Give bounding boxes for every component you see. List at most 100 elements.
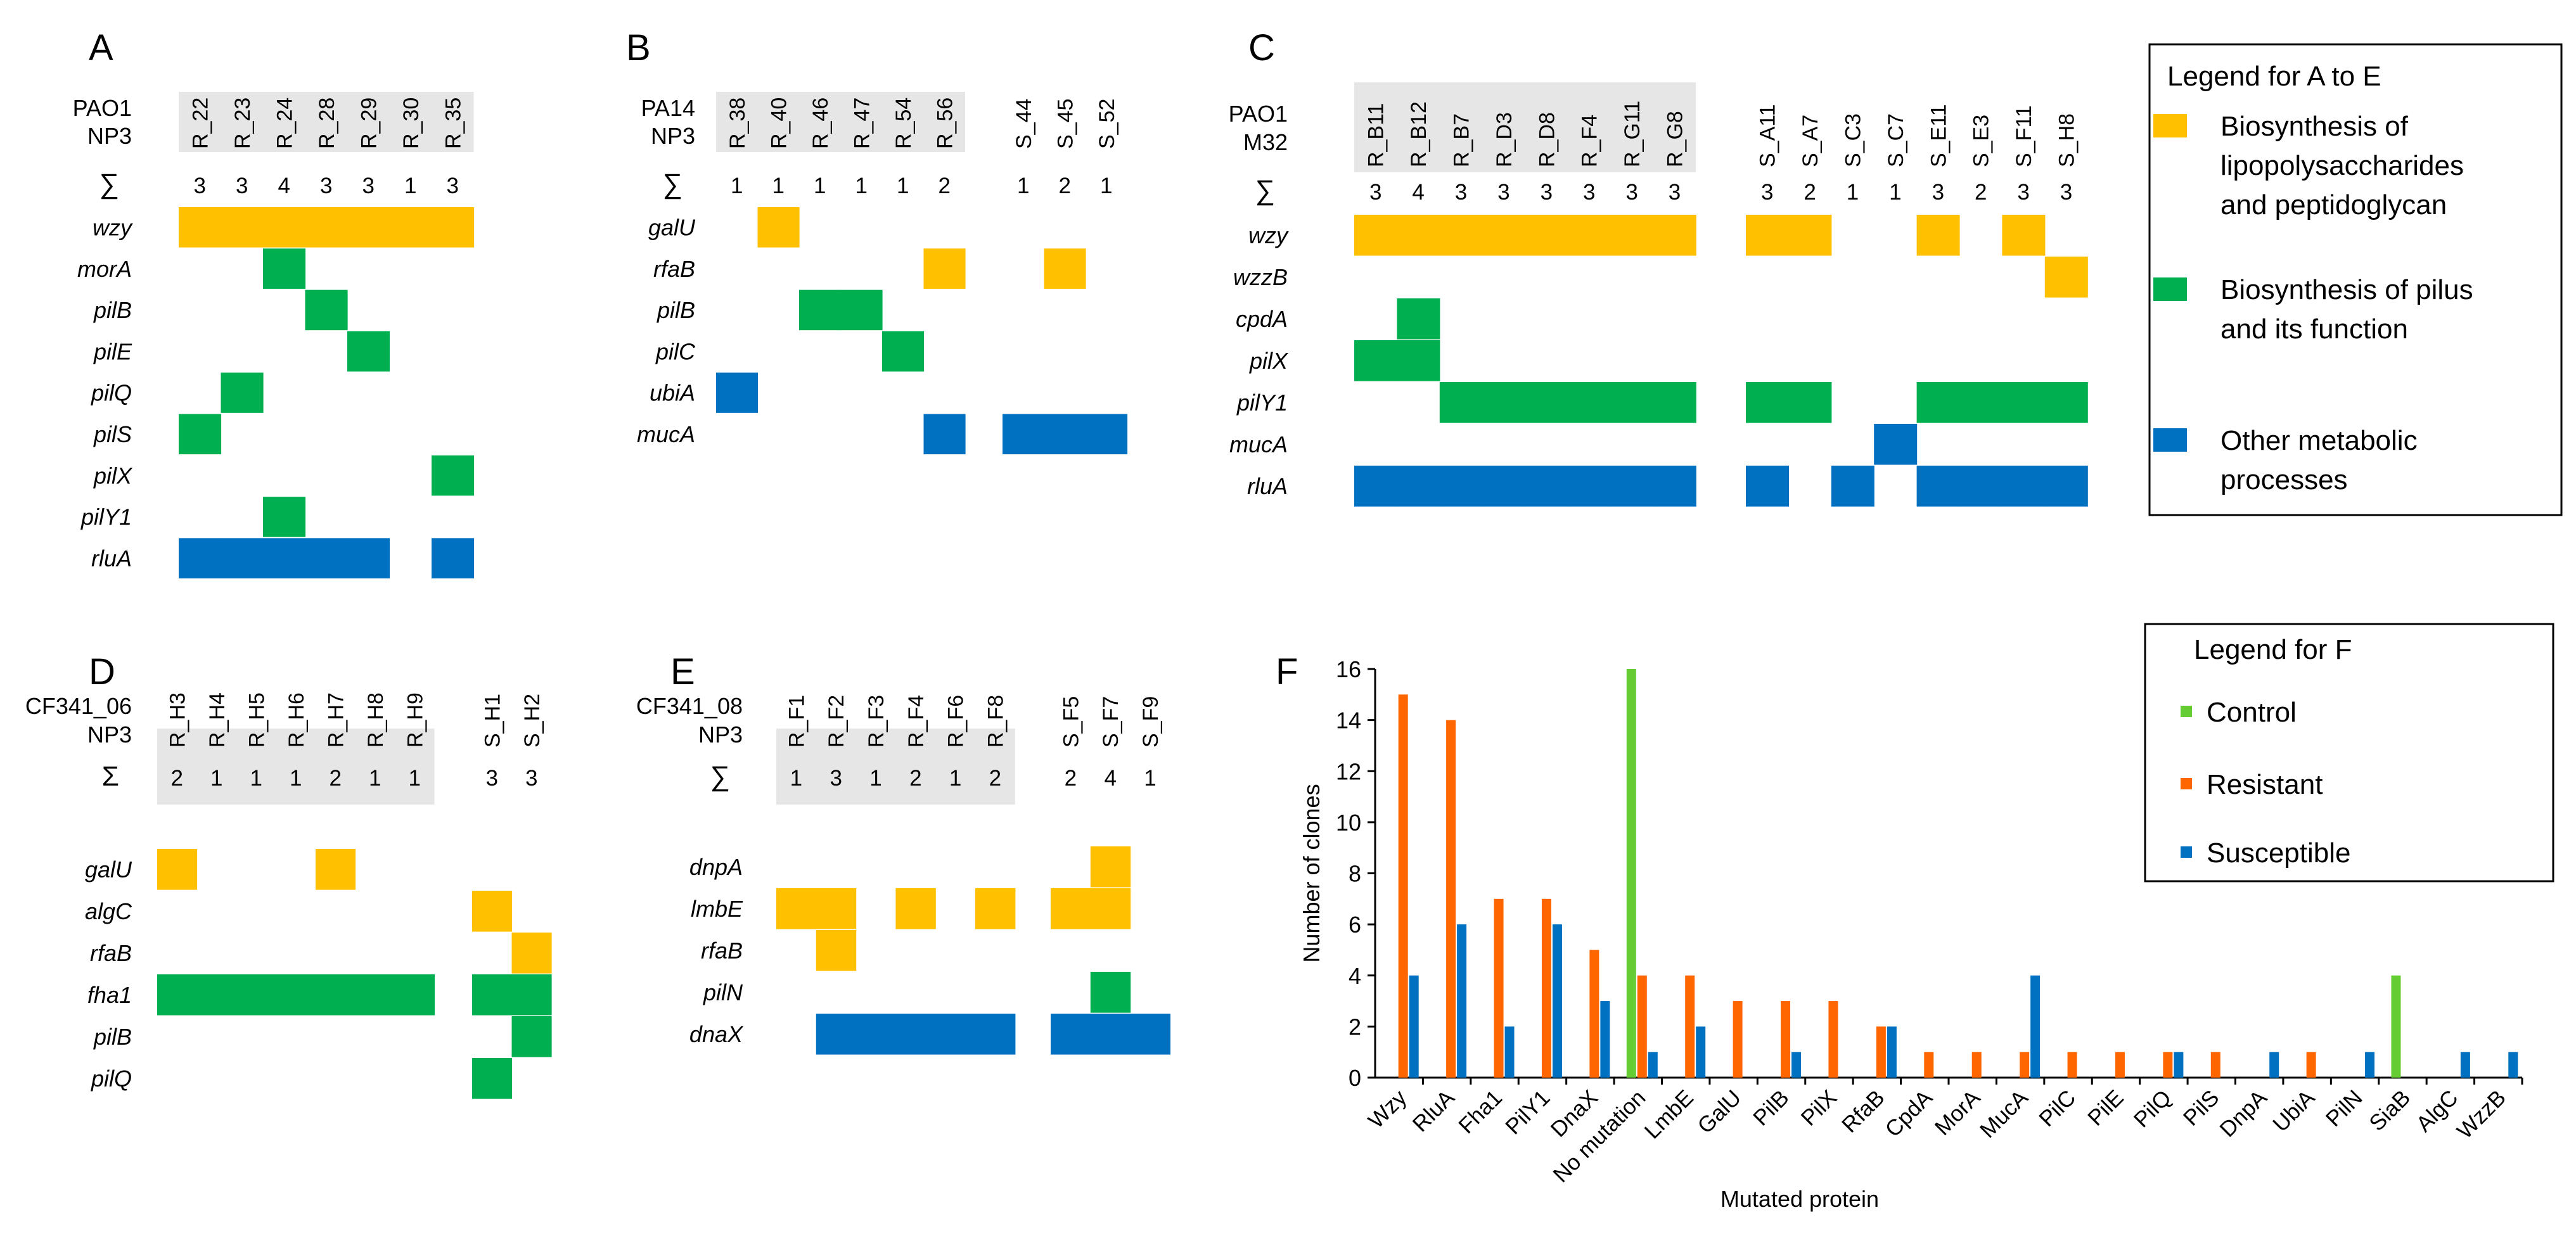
column-label: R_30 [399,98,423,149]
column-sum: 3 [1932,180,1944,205]
legend-swatch [2181,706,2192,717]
mutation-cell [840,290,883,331]
strain-label: CF341_08 [636,693,743,719]
panel-letter: A [89,27,113,68]
panel-letter: B [626,27,651,68]
x-tick-label: UbiA [2268,1085,2320,1137]
column-label: R_F1 [785,695,809,748]
column-sum: 1 [1017,174,1029,198]
mutation-cell [1051,888,1091,929]
column-sum: 2 [1065,766,1077,791]
y-tick-label: 8 [1349,861,1361,887]
legend-a-to-e: Legend for A to E Biosynthesis of lipopoly… [2148,43,2563,516]
mutation-cell [511,933,552,974]
legend-label: Other metabolic [2220,425,2418,456]
column-sum: 3 [1625,180,1637,205]
mutation-cell [1397,340,1440,381]
mutation-cell [432,207,475,248]
legend-label: and peptidoglycan [2220,189,2447,220]
mutation-cell [1086,414,1128,455]
column-label: R_H9 [403,692,427,748]
column-sum: 1 [290,766,302,791]
bar [1887,1026,1897,1078]
mutation-cell [1653,382,1696,423]
column-label: R_H5 [245,692,269,748]
y-tick-label: 10 [1336,810,1361,836]
bar [1696,1026,1706,1078]
bar [1648,1052,1658,1078]
column-sum: 4 [1412,180,1424,205]
mutation-cell [1568,382,1611,423]
mutation-cell [179,207,222,248]
column-label: R_24 [272,98,297,149]
column-label: R_F6 [944,695,968,748]
column-sum: 2 [1804,180,1816,205]
mutation-cell [923,248,966,289]
mutation-cell [1044,248,1086,289]
column-sum: 1 [731,174,743,198]
mutation-cell [305,207,348,248]
column-sum: 1 [949,766,961,791]
x-tick-label: PilY1 [1501,1085,1554,1139]
gene-label: lmbE [691,896,743,922]
mutation-cell [1653,466,1696,507]
mutation-cell [923,414,966,455]
bar [2020,1052,2030,1078]
phage-label: NP3 [87,123,132,149]
gene-label: fha1 [87,982,132,1008]
y-axis-label: Number of clones [1298,784,1324,962]
mutation-cell [196,974,237,1016]
mutation-cell [1354,466,1397,507]
legend-title: Legend for A to E [2167,61,2381,92]
mutation-cell [1354,340,1397,381]
column-sum: 1 [790,766,802,791]
bar [2460,1052,2470,1078]
legend-title: Legend for F [2194,634,2352,665]
bar [1457,924,1467,1078]
column-sum: 3 [525,766,537,791]
phage-label: M32 [1243,129,1288,155]
column-sum: 3 [236,174,248,198]
panel-letter: E [670,651,695,692]
mutation-cell [1397,298,1440,340]
mutation-cell [1525,215,1568,256]
column-label: R_H6 [285,692,309,748]
column-sum: 1 [897,174,909,198]
mutation-cell [1916,215,1960,256]
legend-swatch [2181,846,2192,858]
x-tick-label: RluA [1408,1085,1460,1137]
bar [1541,898,1551,1078]
mutation-cell [1003,414,1045,455]
bar [2067,1052,2077,1078]
mutation-cell [157,974,198,1016]
column-sum: 2 [909,766,921,791]
mutation-cell [799,290,842,331]
gene-label: wzzB [1233,264,1288,290]
x-tick-label: MucA [1975,1085,2033,1143]
mutation-cell [1568,466,1611,507]
column-sum: 1 [1100,174,1112,198]
y-tick-label: 2 [1349,1014,1361,1040]
bar [1924,1052,1934,1078]
mutation-cell [895,888,936,929]
x-tick-label: PilQ [2129,1085,2176,1132]
mutation-cell [2044,466,2088,507]
gene-label: algC [85,898,132,924]
legend-swatch [2153,277,2187,301]
column-sum: 3 [1761,180,1773,205]
mutation-cell [347,331,390,372]
sum-symbol: Σ [102,761,119,792]
gene-label: ubiA [650,380,695,406]
column-label: S_52 [1095,99,1119,149]
mutation-cell [816,1014,857,1055]
mutation-cell [1610,466,1654,507]
mutation-cell [1130,1014,1170,1055]
mutation-cell [975,888,1016,929]
mutation-cell [1090,1014,1131,1055]
gene-label: pilB [93,1024,132,1050]
legend-swatch [2181,778,2192,789]
